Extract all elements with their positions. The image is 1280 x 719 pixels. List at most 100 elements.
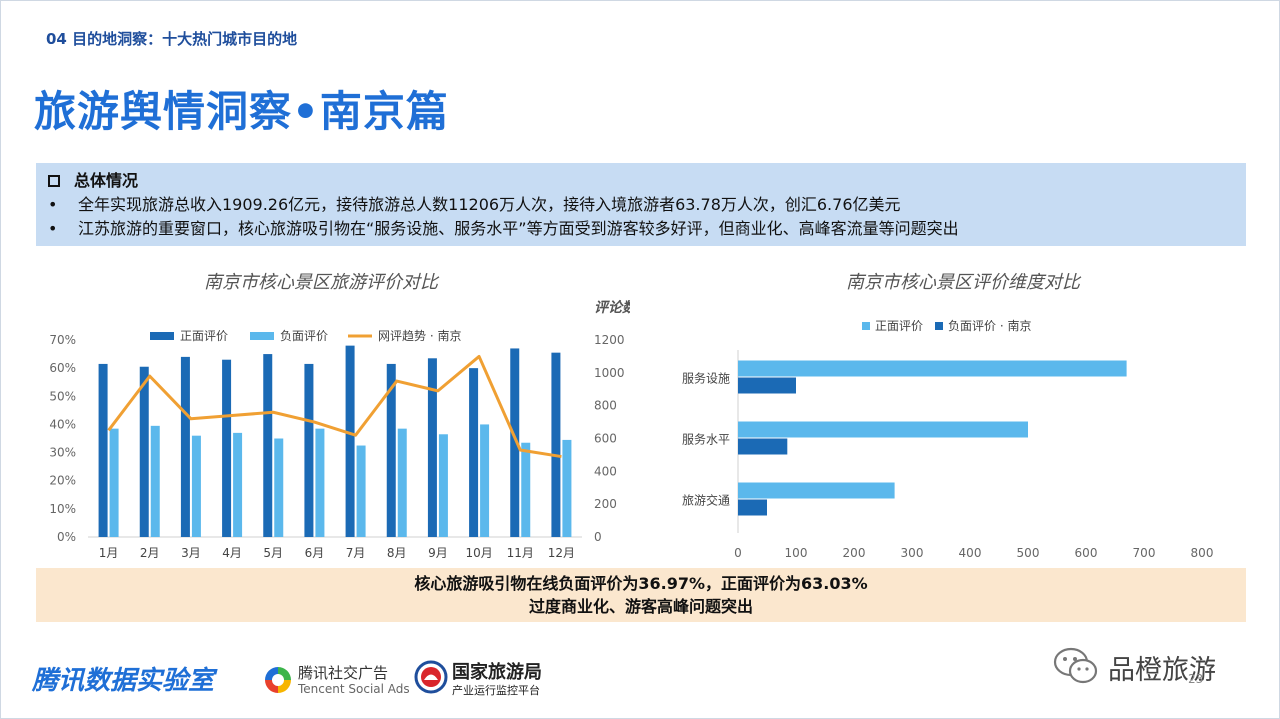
bar-positive: [180, 356, 190, 537]
bar-negative: [738, 438, 788, 455]
bar-positive: [738, 360, 1127, 377]
bar-negative: [738, 499, 767, 516]
x-tick-label: 9月: [428, 546, 448, 560]
y-right-tick-label: 1200: [594, 333, 625, 347]
tencent-data-lab-logo: 腾讯数据实验室: [32, 666, 215, 696]
y-left-tick-label: 40%: [49, 417, 76, 431]
bar-positive: [551, 352, 561, 537]
y-right-tick-label: 0: [594, 530, 602, 544]
x-tick-label: 12月: [548, 546, 575, 560]
x-tick-label: 0: [734, 546, 742, 560]
x-tick-label: 300: [901, 546, 924, 560]
cnta-emblem-icon: [414, 660, 448, 694]
bar-negative: [438, 434, 448, 537]
x-tick-label: 2月: [140, 546, 160, 560]
x-tick-label: 6月: [305, 546, 325, 560]
bar-negative: [480, 424, 490, 537]
bar-negative: [315, 428, 325, 537]
summary-bullet-text: 江苏旅游的重要窗口，核心旅游吸引物在“服务设施、服务水平”等方面受到游客较多好评…: [78, 219, 959, 238]
x-tick-label: 500: [1017, 546, 1040, 560]
checkbox-icon: [48, 175, 60, 187]
bar-positive: [738, 421, 1028, 438]
summary-bullet: • 江苏旅游的重要窗口，核心旅游吸引物在“服务设施、服务水平”等方面受到游客较多好…: [48, 217, 1234, 241]
review-comparison-chart: 0% 10% 20% 30% 40% 50% 60% 70% 0 200 400 600 800 1000…: [49, 299, 630, 560]
y-left-tick-label: 20%: [49, 474, 76, 488]
bar-positive: [510, 348, 520, 537]
y-right-tick-label: 600: [594, 432, 617, 446]
y-left-tick-label: 10%: [49, 502, 76, 516]
left-chart-title: 南京市核心景区旅游评价对比: [204, 272, 438, 293]
x-tick-label: 600: [1075, 546, 1098, 560]
legend-swatch-negative: [250, 332, 274, 340]
bar-negative: [738, 377, 796, 394]
tsa-name-cn: 腾讯社交广告: [298, 664, 389, 682]
bullet-icon: •: [48, 219, 58, 238]
bar-positive: [139, 366, 149, 537]
x-tick-label: 11月: [507, 546, 534, 560]
y-left-tick-label: 70%: [49, 333, 76, 347]
bar-positive: [345, 345, 355, 537]
conclusion-line-2: 过度商业化、游客高峰问题突出: [528, 597, 753, 616]
bar-negative: [521, 442, 531, 537]
x-tick-label: 7月: [346, 546, 366, 560]
y-right-tick-label: 800: [594, 399, 617, 413]
y-tick-label: 服务水平: [682, 432, 730, 447]
trend-line: [107, 354, 562, 459]
legend-label-negative: 负面评价 · 南京: [948, 318, 1031, 333]
bar-positive: [98, 363, 108, 537]
y-tick-label: 服务设施: [682, 371, 730, 386]
bullet-icon: •: [48, 195, 58, 214]
cnta-name: 国家旅游局: [452, 662, 542, 683]
x-tick-label: 400: [959, 546, 982, 560]
x-tick-label: 3月: [181, 546, 201, 560]
legend-swatch-positive: [862, 322, 870, 330]
y-left-tick-label: 30%: [49, 446, 76, 460]
bar-negative: [356, 445, 366, 537]
y-right-axis-label: 评论数: [594, 299, 630, 316]
summary-bullet: • 全年实现旅游总收入1909.26亿元，接待旅游总人数11206万人次，接待入境…: [48, 193, 1234, 217]
summary-heading: 总体情况: [48, 169, 1234, 193]
bar-negative: [233, 432, 243, 537]
section-label: 04 目的地洞察：十大热门城市目的地: [46, 30, 298, 48]
y-tick-label: 旅游交通: [682, 493, 730, 508]
tsa-logo-icon: [265, 667, 291, 693]
bar-negative: [274, 438, 284, 537]
x-tick-label: 8月: [387, 546, 407, 560]
bar-positive: [738, 482, 895, 499]
legend-swatch-positive: [150, 332, 174, 340]
conclusion-line-1: 核心旅游吸引物在线负面评价为36.97%，正面评价为63.03%: [414, 574, 868, 593]
legend-label-positive: 正面评价: [875, 319, 923, 333]
conclusion-banner: 核心旅游吸引物在线负面评价为36.97%，正面评价为63.03% 过度商业化、游…: [36, 568, 1246, 622]
right-chart-title: 南京市核心景区评价维度对比: [846, 272, 1080, 293]
bar-negative: [397, 428, 407, 537]
legend-label-positive: 正面评价: [180, 329, 228, 343]
x-tick-label: 800: [1191, 546, 1214, 560]
tsa-name-en: Tencent Social Ads: [298, 682, 410, 696]
legend-label-trend: 网评趋势 · 南京: [378, 328, 461, 343]
cnta-subtitle: 产业运行监控平台: [452, 684, 540, 697]
bar-positive: [304, 363, 314, 537]
bar-negative: [191, 435, 201, 537]
legend-swatch-negative: [935, 322, 943, 330]
x-tick-label: 100: [785, 546, 808, 560]
legend-label-negative: 负面评价: [280, 329, 328, 343]
bar-negative: [109, 428, 119, 537]
page-title: 旅游舆情洞察•南京篇: [34, 87, 449, 136]
page-number: 23: [1188, 672, 1204, 686]
summary-bullet-text: 全年实现旅游总收入1909.26亿元，接待旅游总人数11206万人次，接待入境旅…: [78, 195, 901, 214]
y-left-tick-label: 0%: [57, 530, 76, 544]
y-right-tick-label: 400: [594, 464, 617, 478]
bar-positive: [222, 359, 232, 537]
bar-positive: [263, 354, 273, 537]
y-left-tick-label: 50%: [49, 389, 76, 403]
y-left-tick-label: 60%: [49, 361, 76, 375]
bar-negative: [150, 425, 160, 537]
wechat-account-name: 品橙旅游: [1108, 655, 1216, 686]
y-right-tick-label: 200: [594, 497, 617, 511]
x-tick-label: 5月: [263, 546, 283, 560]
x-tick-label: 700: [1133, 546, 1156, 560]
x-tick-label: 4月: [222, 546, 242, 560]
bar-positive: [469, 368, 479, 537]
bar-positive: [427, 358, 437, 537]
